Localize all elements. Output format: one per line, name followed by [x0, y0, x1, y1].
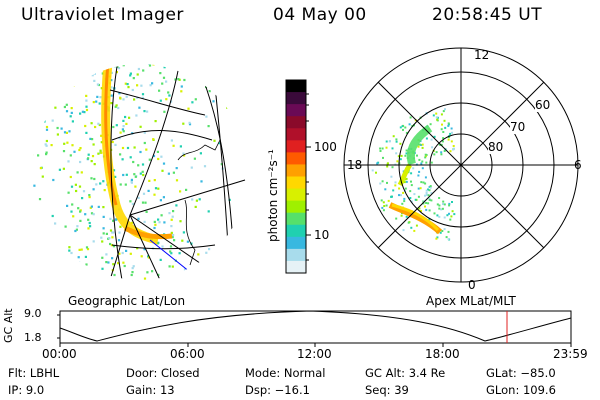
colorbar-segment — [286, 236, 306, 250]
geo-longitude-info: GLon: 109.6 — [486, 383, 556, 397]
image-date: 04 May 00 — [273, 5, 367, 25]
colorbar-segment — [286, 212, 306, 226]
colorbar-segment — [286, 140, 306, 153]
instrument-title: Ultraviolet Imager — [21, 5, 184, 25]
geographic-image — [32, 64, 246, 280]
mlat-label-60: 60 — [535, 98, 551, 112]
mlat-label-80: 80 — [488, 140, 504, 154]
ip-info: IP: 9.0 — [8, 383, 45, 397]
gc-altitude-info: GC Alt: 3.4 Re — [365, 366, 446, 380]
mlt-label-6: 6 — [574, 158, 582, 172]
colorbar-segment — [286, 92, 306, 105]
mlt-label-12: 12 — [474, 48, 490, 62]
colorbar-segment — [286, 80, 306, 93]
altitude-curve — [59, 310, 572, 342]
colorbar-segment — [286, 152, 306, 166]
colorbar-segment — [286, 164, 306, 178]
apex-emission-pixels — [371, 108, 456, 241]
altitude-axis-label: GC Alt — [2, 308, 15, 343]
time-tick-0000: 00:00 — [42, 347, 77, 361]
altitude-tick-9: 9.0 — [24, 307, 42, 320]
colorbar-segment — [286, 104, 306, 117]
time-tick-2359: 23:59 — [553, 347, 588, 361]
colorbar-tick-10: 10 — [314, 228, 330, 242]
colorbar-segment — [286, 200, 306, 214]
colorbar-segment — [286, 116, 306, 129]
altitude-tick-1-8: 1.8 — [24, 331, 42, 344]
colorbar-segment — [286, 176, 306, 190]
colorbar-unit-label: photon cm⁻²s⁻¹ — [266, 149, 280, 242]
altitude-plot — [57, 310, 572, 347]
colorbar-segment — [286, 128, 306, 141]
geographic-panel-label: Geographic Lat/Lon — [68, 294, 186, 308]
door-info: Door: Closed — [126, 366, 200, 380]
colorbar-segment — [286, 248, 306, 262]
filter-info: Flt: LBHL — [8, 366, 60, 380]
colorbar — [286, 80, 306, 274]
mode-info: Mode: Normal — [245, 366, 326, 380]
time-tick-0600: 06:00 — [170, 347, 205, 361]
colorbar-segment — [286, 224, 306, 238]
colorbar-segment — [286, 188, 306, 202]
image-time: 20:58:45 UT — [432, 5, 543, 25]
colorbar-segment — [286, 260, 306, 274]
geo-latitude-info: GLat: −85.0 — [486, 366, 556, 380]
gain-info: Gain: 13 — [126, 383, 175, 397]
mlt-label-0: 0 — [468, 278, 476, 292]
time-tick-1800: 18:00 — [425, 347, 460, 361]
time-tick-1200: 12:00 — [297, 347, 332, 361]
sequence-info: Seq: 39 — [365, 383, 409, 397]
colorbar-ticks — [306, 93, 311, 261]
dsp-info: Dsp: −16.1 — [245, 383, 310, 397]
polar-grid — [343, 47, 579, 283]
colorbar-tick-100: 100 — [314, 140, 337, 154]
mlt-label-18: 18 — [347, 158, 363, 172]
apex-polar-plot — [343, 47, 579, 283]
mlat-label-70: 70 — [510, 120, 526, 134]
apex-panel-label: Apex MLat/MLT — [426, 294, 516, 308]
